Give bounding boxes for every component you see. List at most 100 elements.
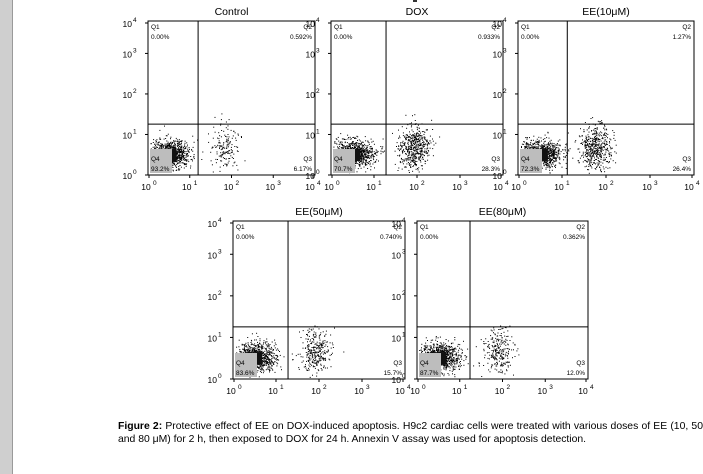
event-dot bbox=[414, 120, 416, 121]
event-dot bbox=[596, 135, 598, 137]
event-dot bbox=[227, 128, 229, 130]
event-dot bbox=[347, 148, 349, 150]
event-dot bbox=[263, 364, 265, 366]
event-dot bbox=[526, 148, 528, 150]
event-dot bbox=[591, 153, 592, 155]
event-dot bbox=[167, 133, 169, 135]
event-dot bbox=[610, 139, 612, 141]
event-dot bbox=[220, 155, 222, 157]
event-dot bbox=[179, 140, 181, 142]
event-dot bbox=[530, 142, 532, 144]
event-dot bbox=[529, 137, 530, 139]
event-dot bbox=[400, 162, 402, 164]
event-dot bbox=[183, 152, 184, 154]
event-dot bbox=[354, 165, 356, 167]
event-dot bbox=[416, 132, 418, 134]
event-dot bbox=[220, 156, 222, 158]
event-dot bbox=[366, 151, 368, 153]
y-tick-exponent: 2 bbox=[503, 88, 507, 95]
event-dot bbox=[180, 151, 181, 152]
event-dot bbox=[411, 125, 413, 127]
event-dot bbox=[360, 156, 362, 158]
event-dot bbox=[352, 144, 354, 146]
event-dot bbox=[407, 157, 409, 159]
event-dot bbox=[418, 171, 420, 173]
event-dot bbox=[418, 145, 419, 147]
event-dot bbox=[591, 137, 593, 139]
event-dot bbox=[420, 135, 422, 137]
event-dot bbox=[409, 146, 411, 148]
event-dot bbox=[217, 137, 219, 139]
event-dot bbox=[563, 153, 565, 154]
event-dot bbox=[426, 148, 428, 150]
event-dot bbox=[410, 138, 412, 139]
event-dot bbox=[590, 141, 592, 143]
event-dot bbox=[590, 148, 591, 150]
event-dot bbox=[376, 154, 378, 156]
event-dot bbox=[549, 169, 551, 171]
event-dot bbox=[321, 355, 322, 357]
event-dot bbox=[588, 147, 590, 149]
event-dot bbox=[527, 145, 529, 147]
event-dot bbox=[188, 147, 190, 149]
event-dot bbox=[416, 145, 418, 147]
event-dot bbox=[341, 141, 343, 143]
event-dot bbox=[279, 351, 280, 352]
event-dot bbox=[402, 140, 404, 142]
event-dot bbox=[247, 347, 249, 349]
event-dot bbox=[424, 138, 426, 140]
event-dot bbox=[581, 135, 583, 136]
event-dot bbox=[400, 148, 402, 150]
event-dot bbox=[587, 149, 589, 151]
event-dot bbox=[540, 145, 541, 147]
event-dot bbox=[587, 158, 589, 160]
event-dot bbox=[228, 136, 230, 138]
event-dot bbox=[262, 347, 264, 349]
event-dot bbox=[361, 144, 363, 146]
event-dot bbox=[416, 139, 418, 141]
event-dot bbox=[403, 144, 405, 146]
event-dot bbox=[178, 146, 180, 148]
event-dot bbox=[416, 129, 418, 131]
event-dot bbox=[312, 360, 314, 362]
event-dot bbox=[221, 113, 223, 115]
event-dot bbox=[368, 158, 370, 159]
event-dot bbox=[427, 155, 429, 157]
event-dot bbox=[178, 153, 180, 155]
event-dot bbox=[551, 145, 553, 147]
event-dot bbox=[599, 122, 601, 124]
event-dot bbox=[240, 136, 242, 137]
event-dot bbox=[416, 143, 418, 145]
event-dot bbox=[415, 158, 417, 160]
event-dot bbox=[192, 160, 193, 162]
event-dot bbox=[421, 131, 423, 133]
event-dot bbox=[157, 144, 159, 146]
event-dot bbox=[598, 163, 600, 165]
event-dot bbox=[597, 157, 599, 159]
event-dot bbox=[607, 162, 609, 164]
event-dot bbox=[407, 149, 409, 150]
event-dot bbox=[578, 162, 580, 164]
event-dot bbox=[368, 155, 370, 157]
event-dot bbox=[566, 143, 568, 145]
event-dot bbox=[600, 164, 602, 166]
event-dot bbox=[276, 356, 278, 358]
event-dot bbox=[172, 164, 174, 166]
event-dot bbox=[380, 146, 382, 147]
event-dot bbox=[212, 146, 214, 148]
event-dot bbox=[251, 350, 253, 352]
event-dot bbox=[565, 155, 567, 156]
event-dot bbox=[370, 156, 372, 158]
event-dot bbox=[220, 160, 222, 162]
event-dot bbox=[363, 157, 364, 159]
event-dot bbox=[168, 147, 170, 149]
event-dot bbox=[244, 348, 246, 350]
event-dot bbox=[316, 345, 318, 347]
event-dot bbox=[416, 152, 418, 154]
event-dot bbox=[603, 127, 605, 129]
event-dot bbox=[255, 346, 257, 348]
event-dot bbox=[173, 162, 175, 164]
event-dot bbox=[558, 156, 560, 158]
event-dot bbox=[403, 144, 405, 146]
event-dot bbox=[340, 141, 342, 143]
